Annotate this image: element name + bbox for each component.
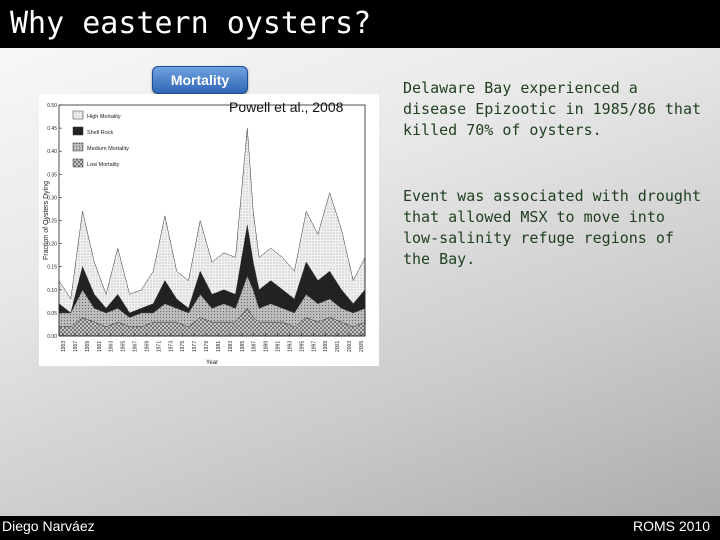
x-tick-label: 1971: [156, 341, 162, 352]
x-tick-label: 1967: [133, 341, 139, 352]
x-tick-label: 1999: [323, 341, 329, 352]
y-tick-label: 0.50: [47, 103, 57, 109]
mortality-chart: 0.50 0.45 0.40 0.35 0.30 0.25 0.20 0.15 0.10 0.05…: [43, 103, 366, 366]
y-tick-label: 0.30: [47, 195, 57, 201]
y-tick-label: 0.35: [47, 172, 57, 178]
x-tick-label: 1959: [85, 341, 91, 352]
area-low-mortality: [58, 307, 366, 337]
x-tick-label: 1965: [121, 341, 127, 352]
x-tick-label: 1969: [144, 341, 150, 352]
x-tick-label: 1977: [192, 341, 198, 352]
legend-label: Shell Rock: [87, 130, 114, 136]
x-tick-label: 1981: [216, 341, 222, 352]
author-name: Diego Narváez: [2, 518, 95, 534]
paragraph-drought: Event was associated with drought that a…: [403, 187, 702, 268]
slide-title: Why eastern oysters?: [10, 6, 372, 41]
event-name: ROMS 2010: [632, 518, 710, 534]
y-tick-label: 0.05: [47, 311, 57, 317]
mortality-tag: Mortality: [152, 66, 248, 94]
citation: Powell et al., 2008: [229, 99, 344, 115]
x-tick-label: 1961: [97, 341, 103, 352]
x-tick-label: 2003: [347, 341, 353, 352]
y-tick-label: 0.00: [47, 334, 57, 340]
legend-swatch: [72, 110, 84, 120]
x-tick-label: 1991: [276, 341, 282, 352]
y-axis-label: Fraction of Oysters Dying: [43, 181, 50, 260]
x-tick-label: 1995: [299, 341, 305, 352]
x-tick-label: 1963: [109, 341, 115, 352]
y-tick-label: 0.20: [47, 242, 57, 248]
y-tick-label: 0.45: [47, 126, 57, 132]
x-tick-label: 1975: [180, 341, 186, 352]
y-tick-label: 0.25: [47, 219, 57, 225]
legend-swatch: [72, 158, 84, 168]
title-bar: Why eastern oysters?: [0, 0, 720, 48]
x-tick-label: 1983: [228, 341, 234, 352]
y-tick-label: 0.10: [47, 288, 57, 294]
legend-label: Medium Mortality: [87, 146, 129, 152]
y-tick-label: 0.15: [47, 265, 57, 271]
x-tick-label: 1973: [168, 341, 174, 352]
x-tick-label: 1979: [204, 341, 210, 352]
paragraph-epizootic: Delaware Bay experienced a disease Epizo…: [403, 79, 702, 139]
x-tick-label: 1985: [240, 341, 246, 352]
x-axis-label: Year: [206, 360, 218, 366]
x-tick-label: 1953: [61, 341, 67, 352]
x-tick-label: 2001: [335, 341, 341, 352]
footer-bar: Diego Narváez ROMS 2010: [0, 516, 720, 540]
mortality-figure: 0.50 0.45 0.40 0.35 0.30 0.25 0.20 0.15 0.10 0.05…: [39, 94, 379, 366]
x-tick-label: 2005: [359, 341, 365, 352]
x-tick-label: 1989: [264, 341, 270, 352]
y-tick-label: 0.40: [47, 149, 57, 155]
x-tick-label: 1993: [287, 341, 293, 352]
x-tick-label: 1987: [252, 341, 258, 352]
x-tick-label: 1957: [73, 341, 79, 352]
legend-swatch: [72, 142, 84, 152]
x-tick-label: 1997: [311, 341, 317, 352]
area-shell-rock: [58, 225, 366, 337]
area-high-mortality: [58, 128, 366, 337]
legend-swatch: [72, 126, 84, 136]
legend-label: Low Mortality: [87, 162, 120, 168]
area-medium-mortality: [58, 275, 366, 337]
legend-label: High Mortality: [87, 114, 121, 120]
